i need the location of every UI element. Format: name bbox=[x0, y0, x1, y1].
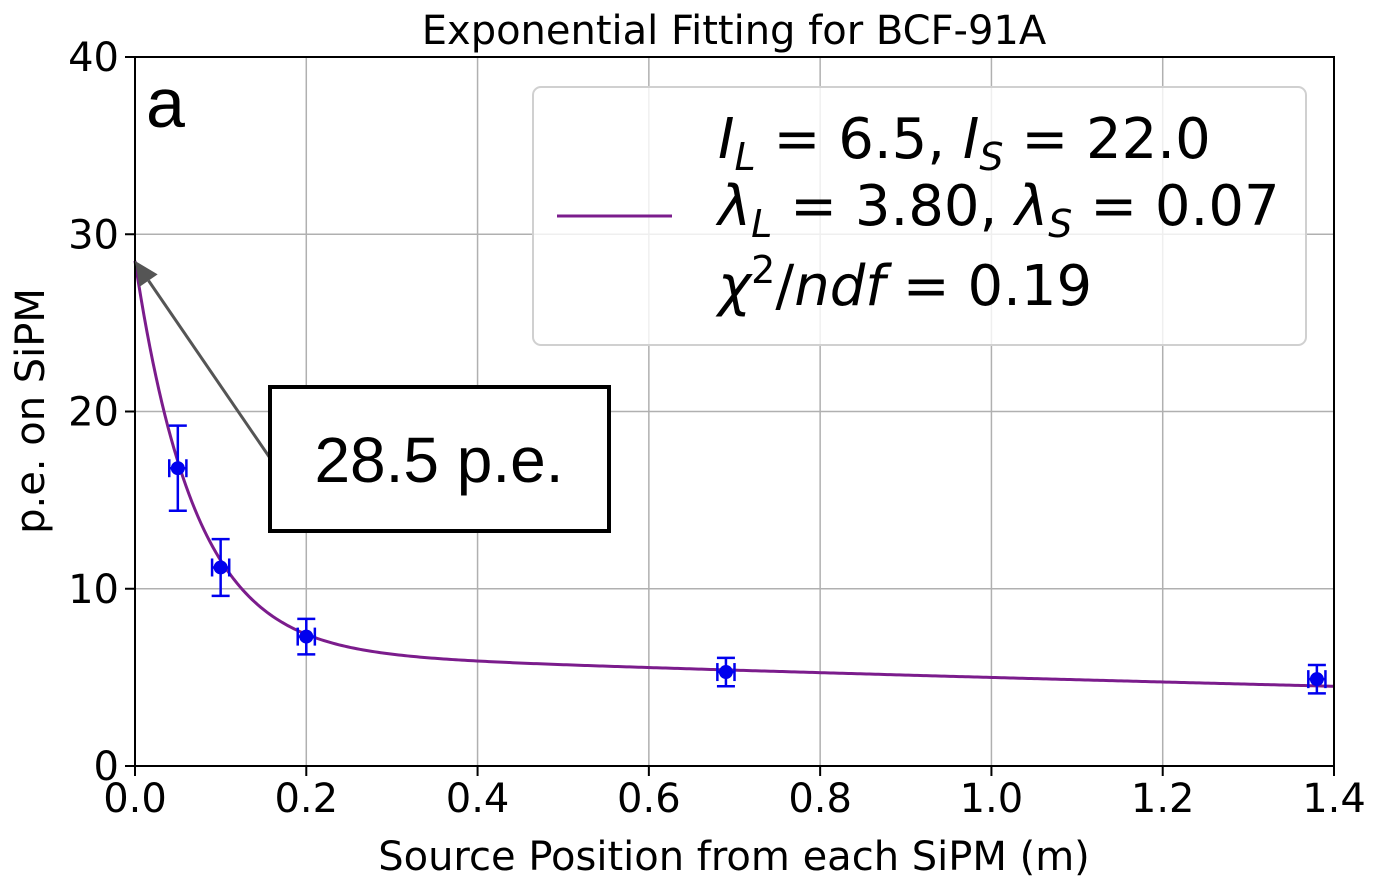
y-tick-label: 0 bbox=[94, 744, 119, 790]
y-axis-ticks: 0 10 20 30 40 bbox=[68, 35, 135, 790]
chart-title: Exponential Fitting for BCF-91A bbox=[422, 8, 1047, 54]
x-tick-label: 0.4 bbox=[446, 776, 510, 822]
x-tick-label: 1.4 bbox=[1302, 776, 1366, 822]
data-marker bbox=[213, 560, 228, 575]
annotation-text: 28.5 p.e. bbox=[314, 424, 563, 496]
legend-line-3: χ2/ndf = 0.19 bbox=[715, 248, 1092, 319]
data-points-group bbox=[168, 424, 1327, 695]
y-tick-label: 20 bbox=[68, 390, 119, 436]
x-tick-label: 0.2 bbox=[274, 776, 338, 822]
x-tick-label: 0.6 bbox=[617, 776, 681, 822]
y-tick-label: 40 bbox=[68, 35, 119, 81]
x-tick-label: 0.8 bbox=[788, 776, 852, 822]
data-point bbox=[168, 424, 188, 513]
y-axis-label: p.e. on SiPM bbox=[8, 288, 54, 534]
x-axis-ticks: 0.0 0.2 0.4 0.6 0.8 1.0 1.2 1.4 bbox=[103, 766, 1366, 822]
data-point bbox=[1307, 663, 1327, 695]
annotation-box bbox=[268, 385, 611, 533]
data-marker bbox=[1309, 672, 1324, 687]
data-marker bbox=[299, 629, 314, 644]
y-tick-label: 10 bbox=[68, 567, 119, 613]
panel-label: a bbox=[146, 64, 185, 142]
x-tick-label: 0.0 bbox=[103, 776, 167, 822]
data-marker bbox=[718, 665, 733, 680]
data-point bbox=[716, 656, 736, 688]
legend-box bbox=[532, 86, 1307, 346]
annotation-arrowhead bbox=[135, 260, 158, 287]
legend-line-2: λL = 3.80, λS = 0.07 bbox=[715, 174, 1280, 246]
y-tick-label: 30 bbox=[68, 212, 119, 258]
data-point bbox=[296, 617, 317, 656]
x-axis-label: Source Position from each SiPM (m) bbox=[378, 834, 1090, 880]
legend: IL = 6.5, IS = 22.0 λL = 3.80, λS = 0.07… bbox=[532, 86, 1307, 346]
legend-line-1: IL = 6.5, IS = 22.0 bbox=[718, 107, 1211, 179]
x-tick-label: 1.0 bbox=[960, 776, 1024, 822]
annotation-arrow bbox=[147, 279, 272, 459]
data-marker bbox=[170, 461, 185, 476]
x-tick-label: 1.2 bbox=[1131, 776, 1195, 822]
data-point bbox=[210, 537, 231, 598]
annotation: 28.5 p.e. bbox=[135, 260, 611, 533]
